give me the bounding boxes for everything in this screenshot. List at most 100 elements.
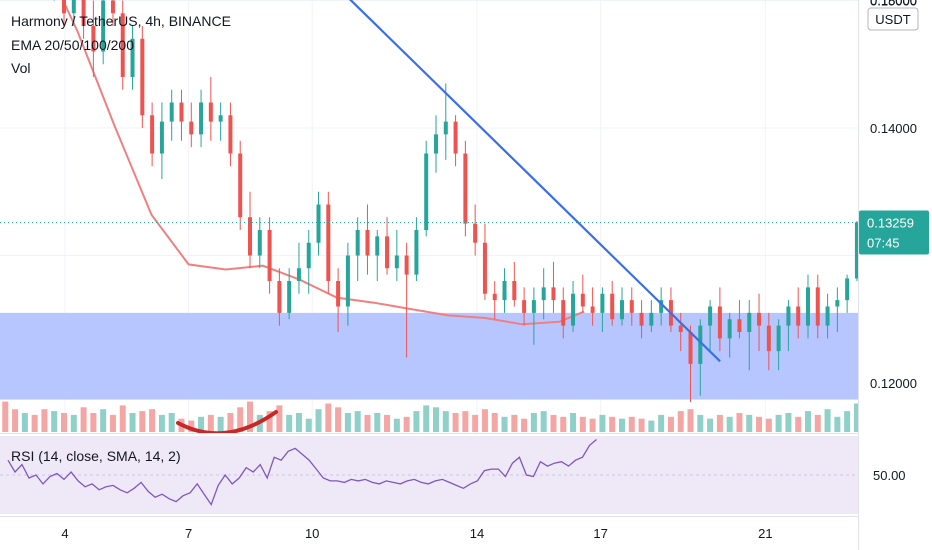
candle-body [443, 121, 448, 135]
candle-body [101, 0, 106, 52]
candle-body [365, 230, 370, 256]
price-tick-label: 0.12000 [870, 376, 917, 391]
candle-body [228, 115, 233, 154]
candle-body [463, 153, 468, 224]
volume-bar [589, 418, 596, 432]
candle-body [619, 300, 624, 320]
volume-bar [570, 413, 577, 432]
candle-body [708, 306, 713, 326]
time-tick-label: 21 [758, 526, 772, 541]
ema-indicator-label[interactable]: EMA 20/50/100/200 [11, 37, 134, 53]
time-axis[interactable]: 4 7 10 14 17 21 [61, 526, 772, 541]
volume-bar [785, 413, 792, 432]
volume-bar [765, 418, 772, 432]
candle-body [375, 236, 380, 256]
candle-body [169, 102, 174, 122]
rsi-indicator-label[interactable]: RSI (14, close, SMA, 14, 2) [11, 448, 181, 464]
symbol-title[interactable]: Harmony / TetherUS, 4h, BINANCE [11, 13, 231, 29]
volume-bar [129, 413, 136, 432]
candle-body [845, 278, 850, 301]
candle-body [296, 268, 301, 281]
volume-bar [149, 409, 156, 432]
volume-bar [736, 413, 743, 432]
candle-body [639, 312, 644, 326]
candle-body [747, 312, 752, 332]
candle-body [257, 230, 262, 256]
candle-body [805, 287, 810, 326]
volume-bar [472, 414, 479, 432]
rsi-line [7, 439, 597, 507]
volume-bar [384, 414, 391, 432]
volume-bar [814, 414, 821, 432]
volume-bar [775, 414, 782, 432]
candle-body [218, 115, 223, 122]
volume-bar [423, 405, 430, 432]
volume-bar [667, 416, 674, 432]
candle-body [238, 153, 243, 218]
candle-body [394, 255, 399, 269]
candles [53, 0, 859, 403]
ema-line [61, 0, 585, 326]
volume-bar [648, 420, 655, 432]
candle-body [345, 255, 350, 307]
price-tick-label: 0.14000 [870, 121, 917, 136]
candle-body [277, 281, 282, 313]
volume-bar [756, 416, 763, 432]
candle-body [678, 325, 683, 332]
candle-body [248, 217, 253, 256]
candle-body [306, 242, 311, 269]
volume-bar [12, 409, 19, 432]
volume-bar [609, 416, 616, 432]
volume-bar [824, 409, 831, 432]
volume-bar [491, 413, 498, 432]
candle-body [522, 300, 527, 313]
volume-bar [403, 416, 410, 432]
time-tick-label: 10 [305, 526, 319, 541]
volume-bar [658, 414, 665, 432]
trendline[interactable] [0, 0, 721, 363]
candle-body [179, 102, 184, 122]
volume-bar [540, 411, 547, 432]
candle-body [208, 102, 213, 122]
candle-body [130, 38, 135, 77]
volume-bar [393, 418, 400, 432]
volume-bar [521, 418, 528, 432]
volume-bar [90, 413, 97, 432]
candle-body [414, 230, 419, 275]
unit-tag-label: USDT [875, 12, 910, 27]
volume-bar [618, 418, 625, 432]
volume-bar [697, 414, 704, 432]
candle-body [835, 300, 840, 307]
countdown-label: 07:45 [867, 235, 900, 250]
candle-body [737, 319, 742, 332]
volume-bar [374, 413, 381, 432]
volume-bar [354, 411, 361, 432]
ema-20-line [61, 0, 585, 326]
volume-bar [511, 414, 518, 432]
candle-body [717, 306, 722, 339]
candle-body [600, 293, 605, 313]
unit-tag-box [867, 7, 919, 31]
candle-body [796, 306, 801, 326]
volume-bar [501, 416, 508, 432]
volume-bar [452, 413, 459, 432]
volume-bar [628, 416, 635, 432]
candle-body [561, 300, 566, 326]
candle-body [71, 0, 76, 14]
volume-bar [834, 416, 841, 432]
candle-body [786, 306, 791, 326]
price-axis[interactable]: 0.180000.160000.150000.140000.12000USDT0… [859, 0, 932, 550]
candle-body [62, 0, 67, 14]
volume-bar [462, 411, 469, 432]
volume-bar [599, 414, 606, 432]
volume-indicator-label[interactable]: Vol [11, 60, 31, 76]
candle-body [404, 255, 409, 275]
candle-body [287, 281, 292, 313]
volume-bar [61, 413, 68, 432]
candle-body [355, 230, 360, 256]
candle-body [571, 293, 576, 326]
volume-bar [325, 403, 332, 432]
